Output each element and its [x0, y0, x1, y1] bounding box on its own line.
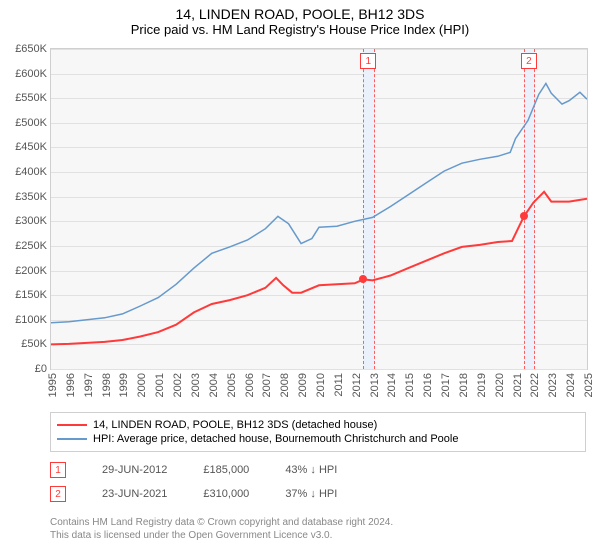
sale-date: 29-JUN-2012 — [102, 464, 167, 476]
series-property — [51, 192, 587, 345]
footer-line: This data is licensed under the Open Gov… — [50, 529, 586, 542]
sale-point-marker — [520, 212, 528, 220]
x-tick-label: 2011 — [333, 373, 345, 397]
price-chart: £0£50K£100K£150K£200K£250K£300K£350K£400… — [50, 48, 588, 370]
x-tick-label: 2017 — [440, 373, 452, 397]
sale-badge-icon: 1 — [50, 462, 66, 478]
y-tick-label: £450K — [15, 141, 47, 153]
x-tick-label: 2016 — [422, 373, 434, 397]
x-tick-label: 2005 — [226, 373, 238, 397]
sale-row: 2 23-JUN-2021 £310,000 37% ↓ HPI — [50, 486, 337, 502]
legend-label-hpi: HPI: Average price, detached house, Bour… — [93, 433, 458, 445]
x-tick-label: 2009 — [297, 373, 309, 397]
y-tick-label: £50K — [21, 338, 47, 350]
sale-point-marker — [359, 275, 367, 283]
x-tick-label: 2008 — [279, 373, 291, 397]
sale-delta: 43% ↓ HPI — [285, 464, 337, 476]
sale-date: 23-JUN-2021 — [102, 488, 167, 500]
y-tick-label: £0 — [35, 363, 47, 375]
x-tick-label: 2013 — [369, 373, 381, 397]
x-tick-label: 2023 — [547, 373, 559, 397]
x-tick-label: 2025 — [583, 373, 595, 397]
y-tick-label: £300K — [15, 215, 47, 227]
x-tick-label: 2000 — [136, 373, 148, 397]
legend-label-property: 14, LINDEN ROAD, POOLE, BH12 3DS (detach… — [93, 419, 377, 431]
x-tick-label: 2002 — [172, 373, 184, 397]
x-tick-label: 2018 — [458, 373, 470, 397]
x-tick-label: 2007 — [261, 373, 273, 397]
x-tick-label: 1995 — [47, 373, 59, 397]
sale-row: 1 29-JUN-2012 £185,000 43% ↓ HPI — [50, 462, 337, 478]
x-tick-label: 2020 — [494, 373, 506, 397]
sale-badge-icon: 2 — [521, 53, 537, 69]
sale-badge-icon: 2 — [50, 486, 66, 502]
page-subtitle: Price paid vs. HM Land Registry's House … — [0, 22, 600, 37]
x-tick-label: 2024 — [565, 373, 577, 397]
sale-price: £185,000 — [203, 464, 249, 476]
series-hpi — [51, 84, 587, 323]
sale-price: £310,000 — [203, 488, 249, 500]
x-tick-label: 2019 — [476, 373, 488, 397]
y-tick-label: £400K — [15, 166, 47, 178]
x-tick-label: 2022 — [529, 373, 541, 397]
x-tick-label: 1997 — [83, 373, 95, 397]
y-tick-label: £650K — [15, 43, 47, 55]
y-tick-label: £250K — [15, 240, 47, 252]
legend-swatch-property — [57, 424, 87, 426]
chart-legend: 14, LINDEN ROAD, POOLE, BH12 3DS (detach… — [50, 412, 586, 452]
y-tick-label: £150K — [15, 289, 47, 301]
x-tick-label: 2021 — [512, 373, 524, 397]
x-tick-label: 2006 — [244, 373, 256, 397]
sale-badge-icon: 1 — [360, 53, 376, 69]
x-tick-label: 2001 — [154, 373, 166, 397]
x-tick-label: 1998 — [101, 373, 113, 397]
page-title: 14, LINDEN ROAD, POOLE, BH12 3DS — [0, 0, 600, 22]
sale-delta: 37% ↓ HPI — [285, 488, 337, 500]
legend-swatch-hpi — [57, 438, 87, 440]
x-tick-label: 1999 — [118, 373, 130, 397]
x-tick-label: 2003 — [190, 373, 202, 397]
y-tick-label: £200K — [15, 265, 47, 277]
x-tick-label: 1996 — [65, 373, 77, 397]
y-tick-label: £350K — [15, 191, 47, 203]
x-tick-label: 2010 — [315, 373, 327, 397]
x-tick-label: 2004 — [208, 373, 220, 397]
x-tick-label: 2012 — [351, 373, 363, 397]
x-tick-label: 2015 — [404, 373, 416, 397]
footer-line: Contains HM Land Registry data © Crown c… — [50, 516, 586, 529]
y-tick-label: £500K — [15, 117, 47, 129]
y-tick-label: £100K — [15, 314, 47, 326]
y-tick-label: £600K — [15, 68, 47, 80]
x-tick-label: 2014 — [386, 373, 398, 397]
license-footer: Contains HM Land Registry data © Crown c… — [50, 516, 586, 542]
y-tick-label: £550K — [15, 92, 47, 104]
